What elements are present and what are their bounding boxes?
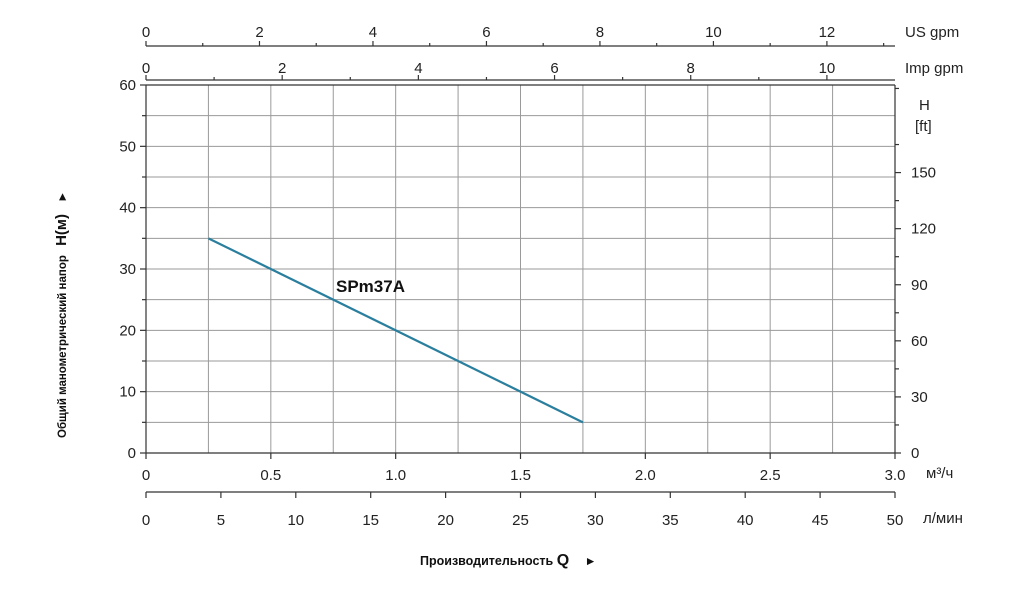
imp-gpm-tick-label: 6 <box>550 60 558 77</box>
grid <box>146 85 895 453</box>
x-axis-arrow-icon: ► <box>585 554 597 568</box>
x-tick-label: 1.0 <box>385 467 406 484</box>
series <box>207 237 584 424</box>
x-axis-title: Производительность Q ► <box>420 552 597 569</box>
y-axis-arrow-icon: ► <box>55 191 69 203</box>
lpm-tick-label: 10 <box>287 512 304 529</box>
y-tick-label: 50 <box>119 138 136 155</box>
y-axis-title: Общий манометрический напор H(м) ► <box>53 191 70 438</box>
us-gpm-tick-label: 0 <box>142 24 150 41</box>
x-axis-symbol: Q <box>557 552 569 569</box>
us-gpm-tick-label: 10 <box>705 24 722 41</box>
ft-tick-label: 150 <box>911 165 936 182</box>
y-tick-label: 30 <box>119 261 136 278</box>
lpm-tick-label: 20 <box>437 512 454 529</box>
lpm-tick-label: 50 <box>887 512 904 529</box>
imp-gpm-tick-label: 2 <box>278 60 286 77</box>
lpm-tick-label: 30 <box>587 512 604 529</box>
series-line-spm37a <box>207 237 584 424</box>
ft-unit-line1: H <box>919 97 930 114</box>
y-axis-symbol: H(м) <box>53 214 70 246</box>
m3h-unit: м³/ч <box>926 465 953 482</box>
us-gpm-tick-label: 8 <box>596 24 604 41</box>
lpm-tick-label: 15 <box>362 512 379 529</box>
x-tick-label: 2.0 <box>635 467 656 484</box>
y-tick-label: 10 <box>119 384 136 401</box>
imp-gpm-tick-label: 4 <box>414 60 422 77</box>
x-tick-label: 2.5 <box>760 467 781 484</box>
y-tick-label: 40 <box>119 200 136 217</box>
y-tick-label: 20 <box>119 322 136 339</box>
lpm-tick-label: 45 <box>812 512 829 529</box>
x-tick-label: 1.5 <box>510 467 531 484</box>
y-tick-label: 0 <box>128 445 136 462</box>
ft-tick-label: 120 <box>911 221 936 238</box>
ft-tick-label: 90 <box>911 277 928 294</box>
us-gpm-tick-label: 2 <box>255 24 263 41</box>
lpm-unit: л/мин <box>923 510 963 527</box>
lpm-tick-label: 0 <box>142 512 150 529</box>
us-gpm-unit: US gpm <box>905 24 959 41</box>
series-label-spm37a: SPm37A <box>336 277 405 296</box>
lpm-tick-label: 35 <box>662 512 679 529</box>
x-tick-label: 0.5 <box>260 467 281 484</box>
y-tick-label: 60 <box>119 77 136 94</box>
x-tick-label: 0 <box>142 467 150 484</box>
us-gpm-tick-label: 4 <box>369 24 377 41</box>
ft-tick-label: 30 <box>911 389 928 406</box>
ft-tick-label: 60 <box>911 333 928 350</box>
lpm-tick-label: 25 <box>512 512 529 529</box>
ft-unit-line2: [ft] <box>915 118 932 135</box>
lpm-tick-label: 40 <box>737 512 754 529</box>
imp-gpm-tick-label: 8 <box>687 60 695 77</box>
x-tick-label: 3.0 <box>885 467 906 484</box>
us-gpm-tick-label: 12 <box>819 24 836 41</box>
imp-gpm-tick-label: 0 <box>142 60 150 77</box>
us-gpm-tick-label: 6 <box>482 24 490 41</box>
y-axis-label: Общий манометрический напор <box>57 255 69 438</box>
ft-tick-label: 0 <box>911 445 919 462</box>
x-axis-label: Производительность <box>420 554 554 568</box>
imp-gpm-unit: Imp gpm <box>905 60 963 77</box>
imp-gpm-tick-label: 10 <box>819 60 836 77</box>
lpm-tick-label: 5 <box>217 512 225 529</box>
